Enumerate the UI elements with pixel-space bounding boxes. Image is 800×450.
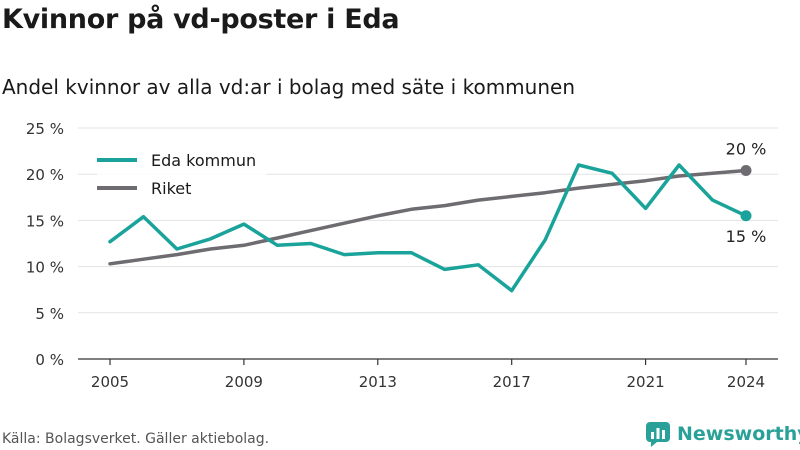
chart-title: Kvinnor på vd-poster i Eda — [2, 4, 400, 35]
end-label-eda: 15 % — [726, 227, 767, 246]
brand-name: Newsworthy — [677, 423, 800, 445]
x-tick-label: 2017 — [493, 373, 531, 391]
legend-swatch-riket — [97, 186, 137, 190]
legend: Eda kommun Riket — [97, 144, 267, 204]
y-tick-label: 5 % — [35, 305, 64, 323]
end-point-riket — [740, 165, 752, 177]
end-label-riket: 20 % — [726, 140, 767, 159]
y-tick-label: 15 % — [26, 212, 64, 230]
y-tick-label: 25 % — [26, 120, 64, 138]
x-tick-label: 2009 — [225, 373, 263, 391]
legend-swatch-eda — [97, 158, 137, 162]
x-tick-label: 2024 — [727, 373, 765, 391]
series-line-riket — [108, 168, 748, 266]
brand-logo: Newsworthy — [645, 421, 800, 447]
x-tick-label: 2005 — [91, 373, 129, 391]
legend-label-riket: Riket — [151, 178, 192, 198]
series-line-eda — [108, 163, 748, 293]
y-tick-label: 10 % — [26, 259, 64, 277]
source-note: Källa: Bolagsverket. Gäller aktiebolag. — [2, 431, 270, 447]
line-chart: 0 % 5 % 10 % 15 % 20 % 25 % 2005 2009 2013 2017 20… — [26, 120, 778, 391]
legend-label-eda: Eda kommun — [151, 150, 257, 170]
newsworthy-logo-icon — [646, 422, 670, 447]
legend-item-eda: Eda kommun — [97, 146, 256, 174]
y-tick-label: 0 % — [35, 351, 64, 369]
chart-subtitle: Andel kvinnor av alla vd:ar i bolag med … — [2, 75, 575, 99]
legend-item-riket: Riket — [97, 174, 256, 202]
x-tick-label: 2021 — [626, 373, 664, 391]
x-tick-label: 2013 — [359, 373, 397, 391]
end-point-eda — [740, 210, 752, 222]
y-tick-label: 20 % — [26, 166, 64, 184]
